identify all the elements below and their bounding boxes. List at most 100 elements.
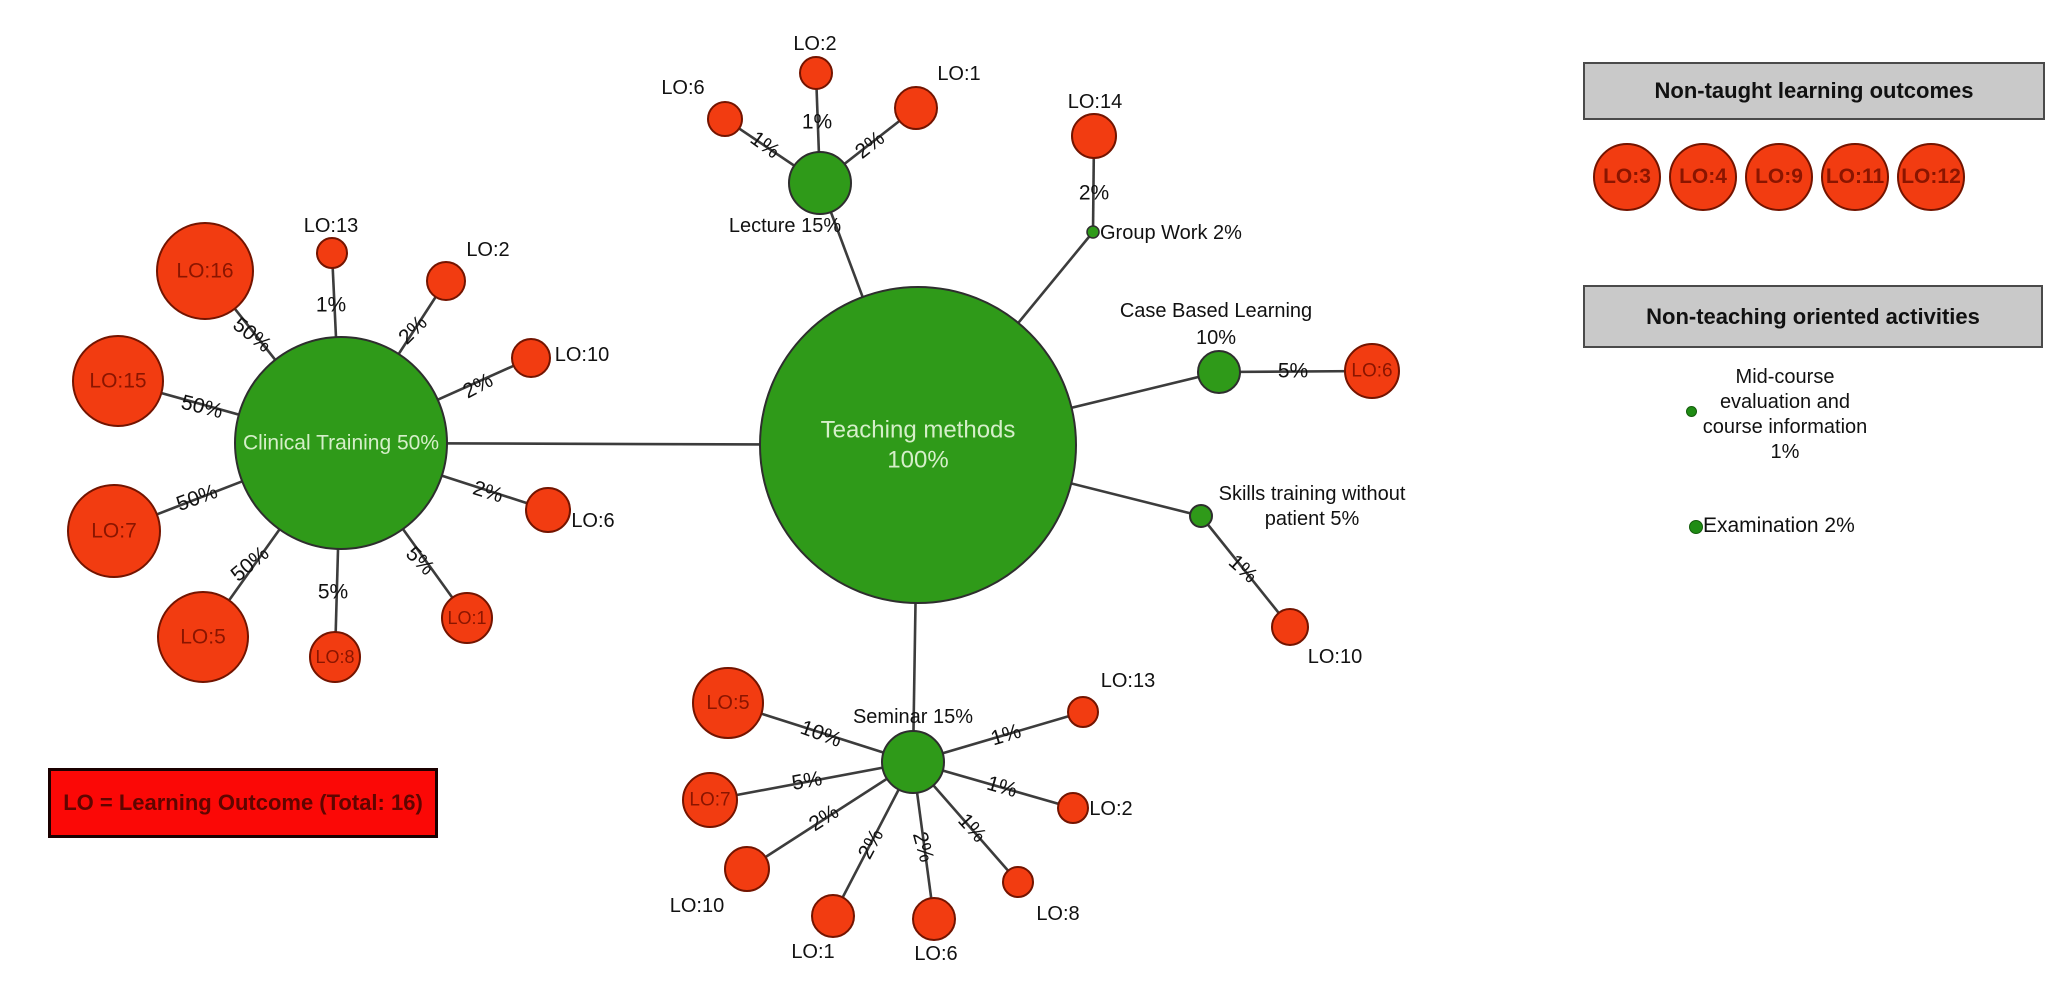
- lo5-clinical-node-label: LO:5: [180, 626, 226, 649]
- label-lo6-clinical: LO:6: [571, 510, 614, 532]
- lo14-groupwork-node: [1071, 113, 1117, 159]
- label-skills-line2: patient 5%: [1265, 508, 1360, 530]
- lo1-seminar-node: [811, 894, 855, 938]
- lo15-clinical-node: [72, 335, 164, 427]
- mid-course-line-4: 1%: [1770, 441, 1800, 463]
- label-lo10-seminar: LO:10: [670, 895, 724, 917]
- label-lo1-lecture: LO:1: [937, 63, 980, 85]
- case-based-learning-hub: [1197, 350, 1241, 394]
- lo2-lecture-node: [799, 56, 833, 90]
- pct-lo6-lecture: 1%: [746, 127, 784, 163]
- mid-course-line-3: course information: [1702, 416, 1868, 438]
- non-taught-lo3-node: LO:3: [1593, 143, 1661, 211]
- label-lo2-clinical: LO:2: [466, 239, 509, 261]
- non-taught-lo12-node: LO:12: [1897, 143, 1965, 211]
- lo2-seminar-node: [1057, 792, 1089, 824]
- mid-course-label: Mid-course evaluation and course informa…: [1700, 365, 1870, 465]
- pct-lo14-groupwork: 2%: [1079, 182, 1109, 205]
- label-skills-line1: Skills training without: [1219, 483, 1406, 505]
- lo10-skills-node: [1271, 608, 1309, 646]
- pct-lo6-seminar: 2%: [908, 829, 938, 864]
- clinical-training-hub-label: Clinical Training 50%: [243, 432, 439, 455]
- clinical-training-hub: [234, 336, 448, 550]
- pct-lo13-seminar: 1%: [988, 720, 1024, 751]
- non-taught-header: Non-taught learning outcomes: [1583, 62, 2045, 120]
- pct-lo2-lecture: 1%: [802, 111, 832, 134]
- teaching-methods-hub-label: Teaching methods 100%: [821, 417, 1016, 474]
- lo1-clinical-node: [441, 592, 493, 644]
- lo10-clinical-node: [511, 338, 551, 378]
- pct-lo2-clinical: 2%: [394, 311, 432, 349]
- label-lecture: Lecture 15%: [729, 215, 842, 237]
- label-lo1-seminar: LO:1: [791, 941, 834, 963]
- pct-lo7-seminar: 5%: [790, 767, 824, 795]
- non-teaching-header: Non-teaching oriented activities: [1583, 285, 2043, 348]
- mid-course-line-1: Mid-course: [1735, 366, 1835, 388]
- lo6-seminar-node: [912, 897, 956, 941]
- label-group-work: Group Work 2%: [1100, 222, 1242, 244]
- non-taught-title: Non-taught learning outcomes: [1654, 78, 1974, 103]
- lo5-seminar-node: [692, 667, 764, 739]
- label-lo10-skills: LO:10: [1308, 646, 1362, 668]
- lo8-clinical-node: [309, 631, 361, 683]
- lo10-seminar-node: [724, 846, 770, 892]
- label-lo13-seminar: LO:13: [1101, 670, 1155, 692]
- pct-lo6-casebased: 5%: [1278, 360, 1308, 383]
- legend-text: LO = Learning Outcome (Total: 16): [63, 790, 423, 815]
- pct-lo13-clinical: 1%: [316, 294, 346, 317]
- lo6-casebased-node-label: LO:6: [1351, 361, 1392, 382]
- pct-lo10-seminar: 2%: [805, 800, 843, 836]
- lo6-clinical-node: [525, 487, 571, 533]
- pct-lo10-clinical: 2%: [459, 369, 497, 404]
- lo8-seminar-node: [1002, 866, 1034, 898]
- lo2-clinical-node: [426, 261, 466, 301]
- pct-lo7-clinical: 50%: [173, 480, 220, 516]
- non-taught-lo11-node: LO:11: [1821, 143, 1889, 211]
- nodes-layer: [67, 56, 1400, 941]
- lo8-clinical-node-label: LO:8: [315, 647, 354, 667]
- label-case-based-line2: 10%: [1196, 327, 1236, 349]
- legend-box: LO = Learning Outcome (Total: 16): [48, 768, 438, 838]
- lo6-lecture-node: [707, 101, 743, 137]
- lo5-seminar-node-label: LO:5: [706, 692, 749, 714]
- lo5-clinical-node: [157, 591, 249, 683]
- label-lo2-seminar: LO:2: [1089, 798, 1132, 820]
- mid-course-line-2: evaluation and: [1719, 391, 1851, 413]
- pct-lo1-seminar: 2%: [854, 825, 889, 863]
- lo13-seminar-node: [1067, 696, 1099, 728]
- lo15-clinical-node-label: LO:15: [89, 370, 146, 393]
- non-taught-lo-row: LO:3 LO:4 LO:9 LO:11 LO:12: [1593, 143, 1965, 211]
- label-lo10-clinical: LO:10: [555, 344, 609, 366]
- lo16-clinical-node-label: LO:16: [176, 260, 233, 283]
- label-seminar: Seminar 15%: [853, 706, 973, 728]
- pct-lo8-clinical: 5%: [318, 581, 348, 604]
- examination-label: Examination 2%: [1703, 514, 1855, 537]
- seminar-hub: [881, 730, 945, 794]
- edge-seminar-hub-to-lo10-seminar-node: [746, 760, 914, 871]
- non-teaching-title: Non-teaching oriented activities: [1646, 303, 1980, 329]
- pct-lo6-clinical: 2%: [470, 477, 506, 508]
- lo7-seminar-node: [682, 772, 738, 828]
- non-taught-lo4-node: LO:4: [1669, 143, 1737, 211]
- lo1-clinical-node-label: LO:1: [447, 608, 486, 628]
- pct-lo10-skills: 1%: [1224, 550, 1262, 587]
- label-lo13-clinical: LO:13: [304, 215, 358, 237]
- pct-lo1-clinical: 5%: [401, 542, 439, 580]
- label-lo14: LO:14: [1068, 91, 1122, 113]
- lo13-clinical-node: [316, 237, 348, 269]
- pct-lo2-seminar: 1%: [984, 772, 1020, 802]
- label-lo6-lecture: LO:6: [661, 77, 704, 99]
- lo6-casebased-node: [1344, 343, 1400, 399]
- edge-skills-training-node-to-lo10-skills-node: [1199, 515, 1292, 628]
- lo7-clinical-node-label: LO:7: [91, 520, 137, 543]
- lo1-lecture-node: [894, 86, 938, 130]
- skills-training-node: [1189, 504, 1213, 528]
- group-work-node: [1086, 225, 1100, 239]
- pct-lo5-seminar: 10%: [797, 716, 844, 752]
- label-lo6-seminar: LO:6: [914, 943, 957, 965]
- lo7-seminar-node-label: LO:7: [689, 790, 730, 811]
- non-taught-lo9-node: LO:9: [1745, 143, 1813, 211]
- lo16-clinical-node: [156, 222, 254, 320]
